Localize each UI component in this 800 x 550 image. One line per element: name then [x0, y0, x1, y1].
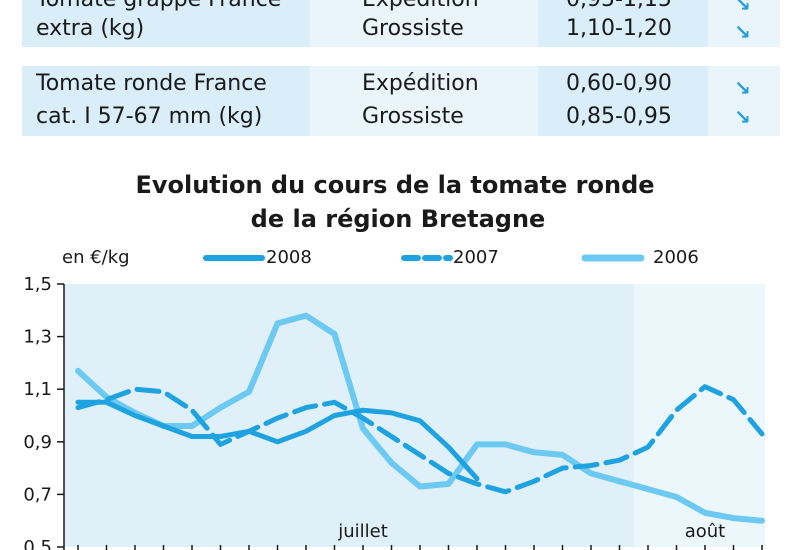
price-range: 1,10-1,20 — [566, 16, 672, 41]
trend-column-band-1 — [708, 0, 780, 47]
y-tick-label: 1,5 — [23, 274, 52, 295]
series-line-2008 — [75, 399, 480, 482]
stage-label: Expédition — [362, 0, 479, 16]
y-tick-label: 1,3 — [23, 327, 52, 348]
product-name-line1: Tomate ronde France — [36, 71, 267, 96]
down-arrow-icon: ↘ — [734, 105, 751, 129]
chart-shaded-region-july — [64, 284, 634, 547]
series-line-2006 — [75, 312, 765, 524]
price-range: 0,85-0,95 — [566, 104, 672, 129]
price-range: 0,60-0,90 — [566, 71, 672, 96]
legend-label-2007: 2007 — [453, 247, 499, 268]
chart-legend: 2008 2007 2006 — [203, 247, 699, 268]
y-tick-label: 1,1 — [23, 379, 52, 400]
product-name-line2: cat. I 57-67 mm (kg) — [36, 104, 263, 129]
y-axis-unit-label: en €/kg — [62, 247, 130, 268]
chart-title-line2: de la région Bretagne — [251, 205, 546, 233]
chart-shaded-region-august — [633, 284, 765, 547]
chart: Evolution du cours de la tomate ronde de… — [0, 160, 800, 550]
price-table: Tomate grappe France extra (kg) Expéditi… — [0, 0, 800, 150]
y-tick-label: 0,5 — [23, 537, 52, 550]
x-month-label: juillet — [337, 521, 388, 542]
legend-label-2008: 2008 — [266, 247, 312, 268]
legend-label-2006: 2006 — [653, 247, 699, 268]
down-arrow-icon: ↘ — [734, 20, 751, 44]
stage-label: Grossiste — [362, 16, 464, 41]
down-arrow-icon: ↘ — [734, 0, 751, 16]
price-column-band-1 — [310, 0, 538, 47]
x-axis: juillet août — [77, 521, 763, 550]
price-range: 0,95-1,15 — [566, 0, 672, 16]
stage-label: Expédition — [362, 71, 479, 96]
series-line-2007 — [75, 384, 765, 495]
y-axis: 1,5 1,3 1,1 0,9 0,7 0,5 — [23, 274, 65, 550]
y-tick-label: 0,7 — [23, 484, 52, 505]
down-arrow-icon: ↘ — [734, 76, 751, 100]
stage-label: Grossiste — [362, 104, 464, 129]
product-name-line1: Tomate grappe France — [36, 0, 281, 16]
x-month-label: août — [685, 521, 726, 542]
product-name-line2: extra (kg) — [36, 16, 145, 41]
chart-title-line1: Evolution du cours de la tomate ronde — [135, 171, 654, 199]
trend-column-band-2 — [708, 66, 780, 136]
series-layer — [75, 312, 765, 524]
price-column-band-2 — [310, 66, 538, 136]
y-tick-label: 0,9 — [23, 432, 52, 453]
